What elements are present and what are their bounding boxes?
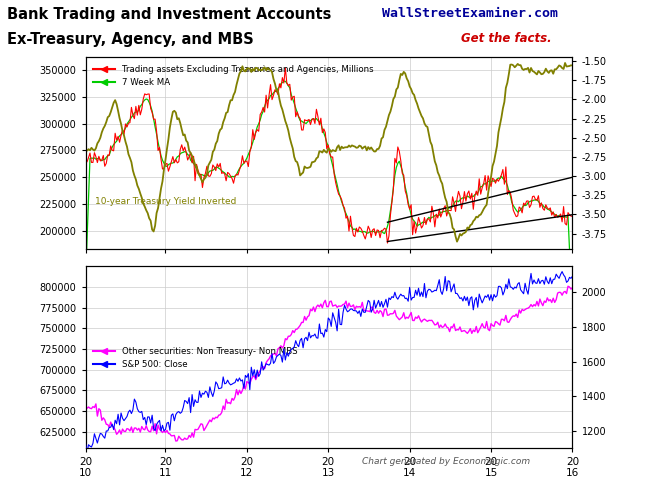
Text: 10-year Treasury Yield Inverted: 10-year Treasury Yield Inverted [95,197,237,206]
Legend: Other securities: Non Treasury- Non MBS, S&P 500: Close: Other securities: Non Treasury- Non MBS,… [90,344,301,373]
Text: WallStreetExaminer.com: WallStreetExaminer.com [382,7,557,20]
Text: Chart generated by Economagic.com: Chart generated by Economagic.com [362,457,530,466]
Text: Bank Trading and Investment Accounts: Bank Trading and Investment Accounts [7,7,331,22]
Legend: Trading assets Excluding Treasuries and Agencies, Millions, 7 Week MA: Trading assets Excluding Treasuries and … [90,62,377,91]
Text: Get the facts.: Get the facts. [461,32,551,45]
Text: Ex-Treasury, Agency, and MBS: Ex-Treasury, Agency, and MBS [7,32,253,47]
